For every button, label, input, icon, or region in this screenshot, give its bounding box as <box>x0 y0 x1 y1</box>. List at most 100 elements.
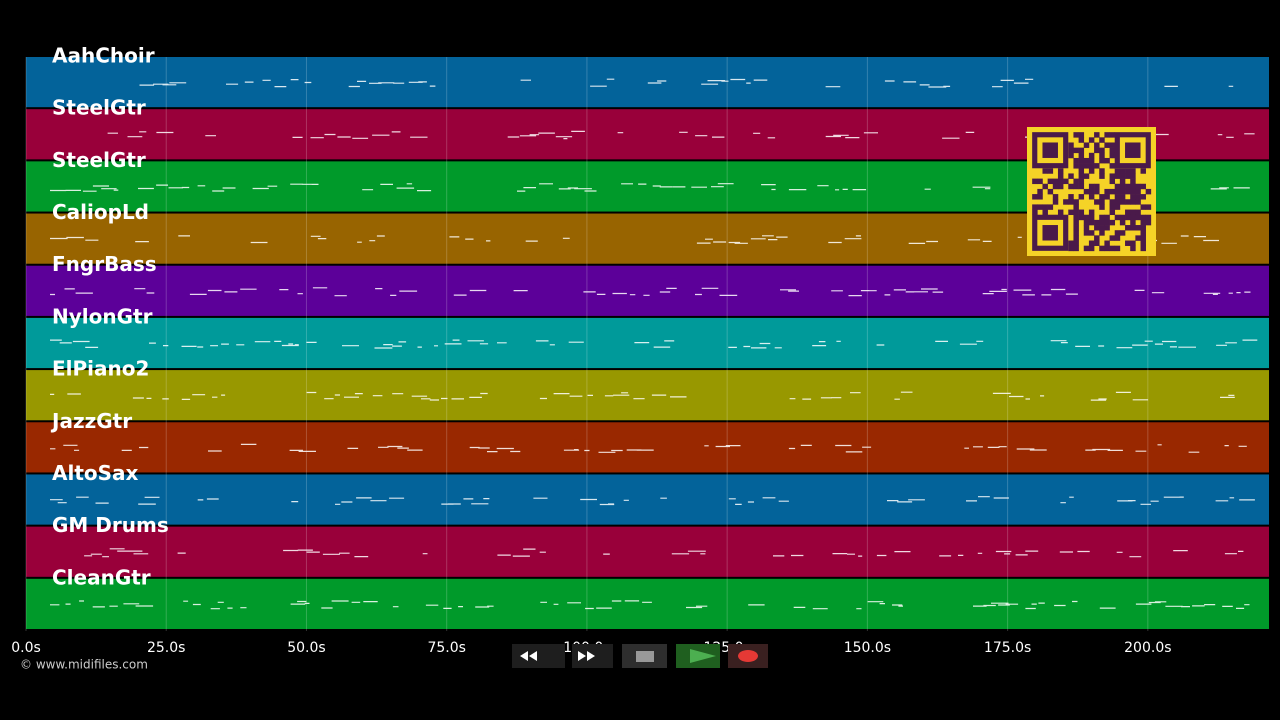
track-band <box>26 265 1269 316</box>
track-band <box>26 474 1269 525</box>
qr-module <box>1073 219 1079 226</box>
forward-icon <box>578 651 595 661</box>
qr-module <box>1057 178 1064 185</box>
qr-module <box>1109 147 1116 154</box>
qr-module <box>1109 163 1116 169</box>
qr-module <box>1109 142 1116 148</box>
qr-module <box>1119 178 1126 185</box>
qr-module <box>1094 219 1100 226</box>
qr-module <box>1140 240 1146 246</box>
qr-module <box>1078 157 1085 164</box>
qr-module <box>1094 142 1100 148</box>
qr-module <box>1114 173 1121 179</box>
qr-module <box>1083 219 1090 226</box>
note-trace <box>84 548 1244 558</box>
qr-module <box>1094 199 1100 205</box>
qr-module <box>1094 147 1100 154</box>
qr-module <box>1032 204 1038 210</box>
qr-module <box>1114 183 1121 190</box>
note-trace <box>139 78 1234 88</box>
qr-module <box>1063 199 1069 205</box>
time-tick-label: 150.0s <box>844 640 891 656</box>
qr-module <box>1068 152 1074 159</box>
qr-finder-core <box>1042 142 1058 158</box>
track-name: AltoSax <box>52 461 139 485</box>
qr-module <box>1057 183 1064 190</box>
qr-module <box>1119 199 1126 205</box>
qr-module <box>1109 209 1116 216</box>
qr-module <box>1135 188 1141 195</box>
qr-module <box>1078 147 1085 154</box>
qr-module <box>1140 235 1146 241</box>
track-name: SteelGtr <box>52 148 146 172</box>
qr-module <box>1073 204 1079 210</box>
qr-finder <box>1032 214 1069 251</box>
qr-module <box>1130 178 1136 185</box>
qr-module <box>1068 199 1074 205</box>
qr-module <box>1109 204 1116 210</box>
qr-finder <box>1114 132 1151 169</box>
qr-module <box>1099 168 1105 174</box>
qr-module <box>1073 230 1079 236</box>
track-name: AahChoir <box>52 44 155 68</box>
qr-module <box>1109 188 1116 195</box>
qr-module <box>1088 219 1095 226</box>
qr-module <box>1135 194 1141 200</box>
qr-module <box>1114 214 1121 221</box>
qr-module <box>1140 204 1146 210</box>
qr-finder-core <box>1125 142 1141 158</box>
qr-module <box>1073 163 1079 169</box>
qr-module <box>1130 245 1136 252</box>
qr-module <box>1094 163 1100 169</box>
qr-module <box>1145 188 1152 195</box>
qr-module <box>1052 194 1059 200</box>
qr-module <box>1140 194 1146 200</box>
qr-module <box>1140 225 1146 231</box>
qr-module <box>1109 152 1116 159</box>
qr-module <box>1145 204 1152 210</box>
qr-module <box>1130 209 1136 216</box>
qr-module <box>1125 214 1131 221</box>
copyright: © www.midifiles.com <box>20 658 148 672</box>
qr-module <box>1140 230 1146 236</box>
qr-module <box>1073 225 1079 231</box>
qr-module <box>1073 147 1079 154</box>
qr-module <box>1125 209 1131 216</box>
qr-module <box>1130 188 1136 195</box>
qr-module <box>1042 168 1048 174</box>
qr-module <box>1099 199 1105 205</box>
qr-module <box>1083 225 1090 231</box>
qr-module <box>1042 183 1048 190</box>
qr-module <box>1068 209 1074 216</box>
qr-module <box>1088 183 1095 190</box>
qr-module <box>1088 137 1095 143</box>
play-icon <box>690 649 716 663</box>
qr-module <box>1083 173 1090 179</box>
qr-module <box>1099 152 1105 159</box>
rewind-button[interactable] <box>512 644 565 668</box>
qr-module <box>1057 209 1064 216</box>
time-tick-label: 50.0s <box>287 640 325 656</box>
qr-module <box>1088 157 1095 164</box>
qr-module <box>1068 183 1074 190</box>
qr-module <box>1140 219 1146 226</box>
qr-module <box>1037 194 1043 200</box>
qr-module <box>1068 142 1074 148</box>
qr-module <box>1119 188 1126 195</box>
qr-module <box>1047 168 1054 174</box>
qr-finder-core <box>1042 225 1058 241</box>
qr-module <box>1037 204 1043 210</box>
qr-module <box>1135 209 1141 216</box>
qr-module <box>1088 188 1095 195</box>
qr-module <box>1088 209 1095 216</box>
qr-module <box>1114 245 1121 252</box>
qr-module <box>1125 240 1131 246</box>
qr-module <box>1135 225 1141 231</box>
record-icon <box>738 650 758 662</box>
qr-module <box>1119 194 1126 200</box>
qr-module <box>1114 204 1121 210</box>
track-name: SteelGtr <box>52 96 146 120</box>
qr-module <box>1099 157 1105 164</box>
qr-module <box>1125 173 1131 179</box>
